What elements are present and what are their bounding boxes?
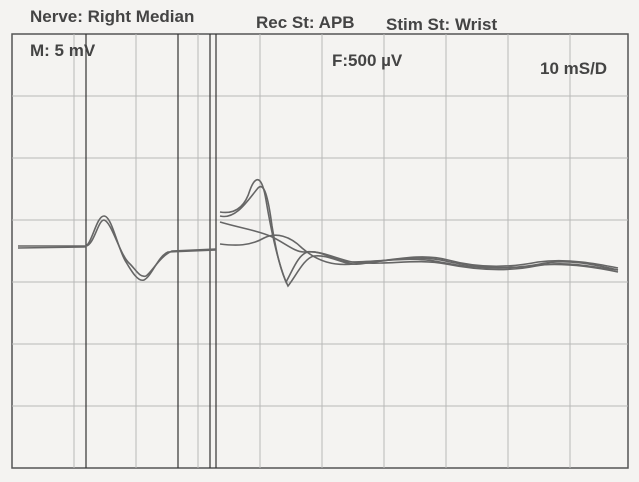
grid — [12, 34, 628, 468]
time-scale: 10 mS/D — [540, 59, 607, 78]
stim-site-label: Stim St: Wrist — [386, 15, 497, 34]
f-wave-trace — [219, 185, 619, 288]
f-wave-trace — [219, 234, 619, 269]
m-wave-trace — [18, 219, 217, 278]
f-wave-trace — [219, 179, 619, 284]
nerve-label: Nerve: Right Median — [30, 7, 194, 26]
m-wave-trace — [17, 215, 217, 282]
plot-frame — [11, 33, 629, 469]
rec-site-label: Rec St: APB — [256, 13, 355, 32]
m-scale: M: 5 mV — [30, 41, 96, 60]
f-scale: F:500 µV — [332, 51, 403, 70]
